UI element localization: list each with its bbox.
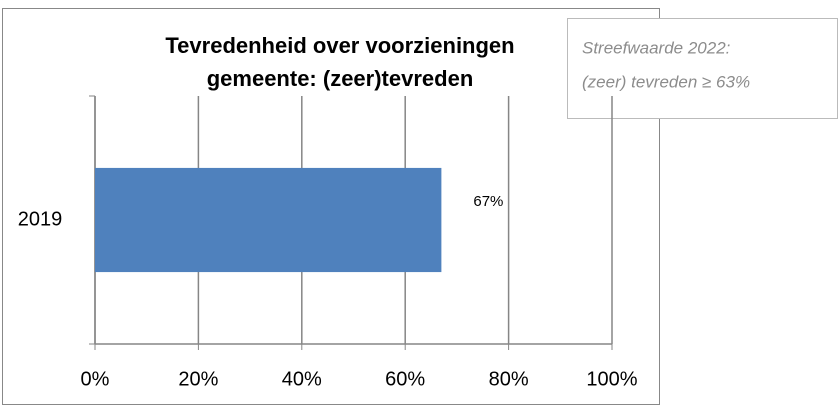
x-tick-label: 0% xyxy=(81,368,110,390)
x-tick-label: 40% xyxy=(282,368,322,390)
annotation: Streefwaarde 2022: xyxy=(582,38,731,57)
annotation: (zeer) tevreden ≥ 63% xyxy=(582,72,750,91)
chart-title: gemeente: (zeer)tevreden xyxy=(207,66,474,91)
y-tick-label: 2019 xyxy=(18,208,63,230)
x-tick-label: 20% xyxy=(178,368,218,390)
x-tick-label: 60% xyxy=(385,368,425,390)
x-tick-label: 100% xyxy=(586,368,637,390)
chart-title: Tevredenheid over voorzieningen xyxy=(165,33,514,58)
annotation-box xyxy=(567,18,838,119)
value-label: 67% xyxy=(473,193,503,210)
bar xyxy=(95,167,442,273)
x-tick-label: 80% xyxy=(489,368,529,390)
